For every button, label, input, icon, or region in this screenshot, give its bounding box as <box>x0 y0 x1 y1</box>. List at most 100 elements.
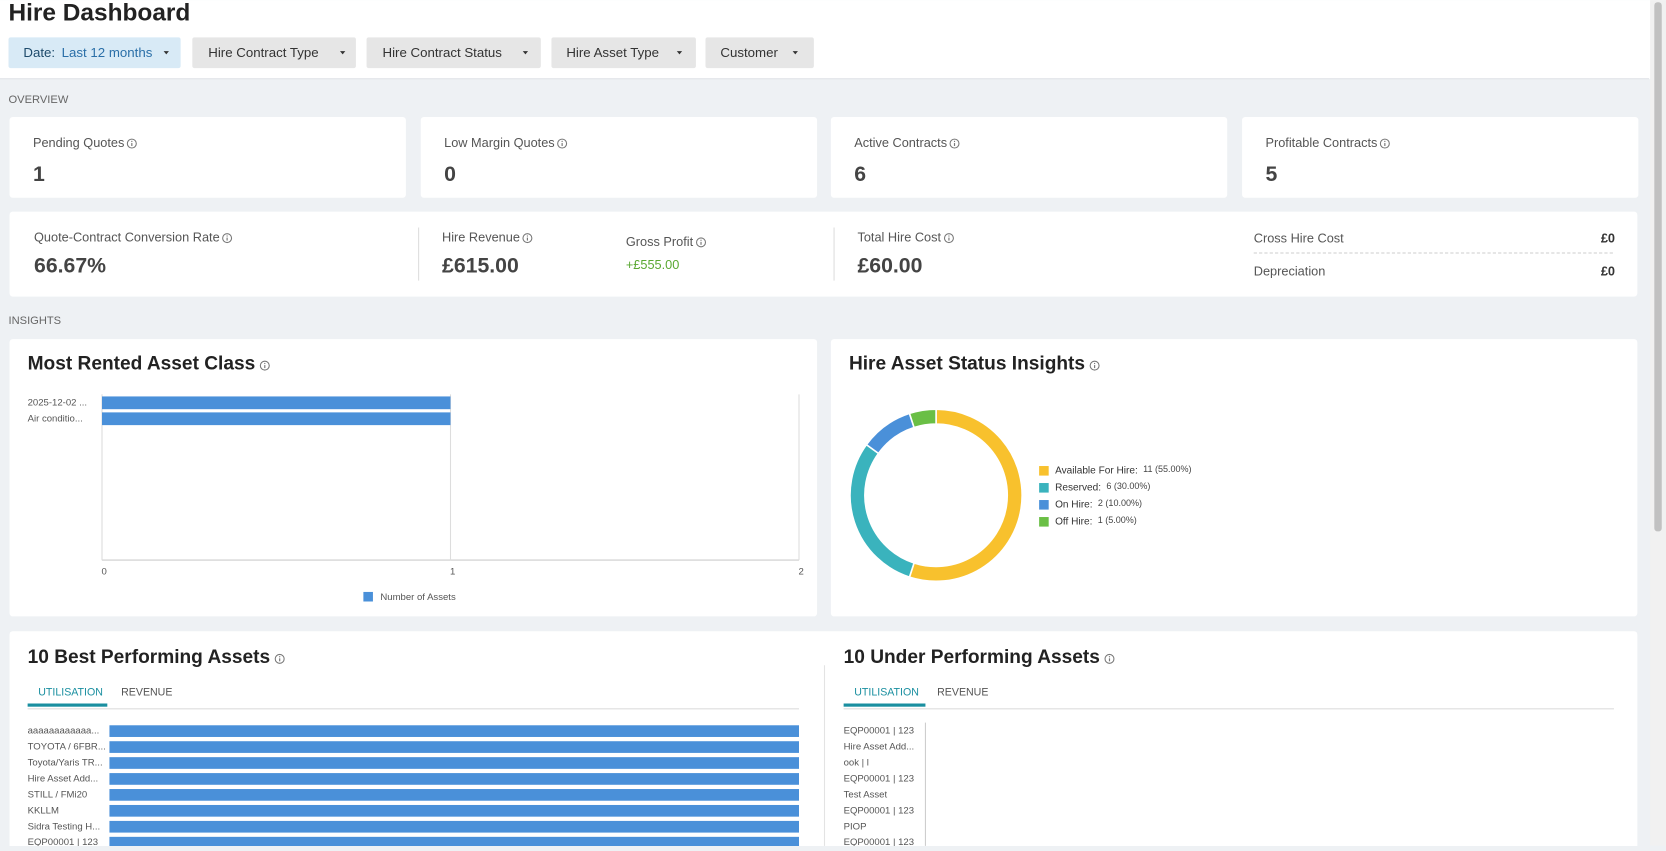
y-tick-label: EQP00001 | 123 <box>28 837 98 846</box>
info-icon <box>696 237 707 248</box>
metric-label: Quote-Contract Conversion Rate <box>34 230 220 245</box>
info-icon <box>557 138 568 149</box>
date-filter[interactable]: Date: Last 12 months <box>8 37 181 69</box>
y-tick-label: Sidra Testing H... <box>28 821 101 832</box>
info-icon-dot <box>700 239 702 241</box>
tab[interactable]: REVENUE <box>937 687 988 699</box>
info-icon-dot <box>279 656 281 658</box>
chart-title: Most Rented Asset Class <box>28 354 256 375</box>
info-icon <box>949 138 960 149</box>
date-value: Last 12 months <box>62 45 153 60</box>
cost-value: £0 <box>1601 264 1615 279</box>
x-tick-label: 1 <box>450 566 455 577</box>
bar <box>109 741 799 753</box>
bar <box>109 725 799 737</box>
data-label: 11 (55.00%) <box>1143 464 1191 474</box>
y-tick-label: TOYOTA / 6FBR... <box>28 742 106 753</box>
info-icon-dot <box>226 235 228 237</box>
info-icon-dot <box>1384 140 1386 143</box>
cost-label: Depreciation <box>1254 264 1326 279</box>
cost-value: £0 <box>1601 231 1615 246</box>
y-tick-label: EQP00001 | 123 <box>844 837 914 846</box>
chart-card <box>9 339 818 617</box>
bar <box>102 396 451 410</box>
info-icon-circle <box>522 233 533 244</box>
filter-button[interactable]: Customer <box>705 37 814 69</box>
legend-label: Number of Assets <box>380 592 456 603</box>
metric-label: Pending Quotes <box>33 135 124 150</box>
section-heading: INSIGHTS <box>9 315 62 327</box>
pie-slice <box>908 408 937 429</box>
cost-label: Cross Hire Cost <box>1254 231 1344 246</box>
y-tick-label: KKLLM <box>28 805 59 816</box>
metric-card <box>1242 117 1639 198</box>
info-icon <box>943 233 954 244</box>
filter-label: Hire Contract Type <box>208 45 318 60</box>
data-label: 6 (30.00%) <box>1106 481 1150 491</box>
legend-swatch <box>363 591 373 602</box>
y-tick-label: aaaaaaaaaaaa... <box>28 726 100 737</box>
info-icon-dot <box>526 235 529 237</box>
legend-label: Off Hire: <box>1055 516 1092 527</box>
y-tick-label: EQP00001 | 123 <box>844 805 914 816</box>
filter-label: Hire Asset Type <box>566 45 659 60</box>
metric-value: £615.00 <box>442 253 519 277</box>
legend-label: On Hire: <box>1055 499 1093 510</box>
info-icon <box>259 360 270 371</box>
bar <box>109 789 799 801</box>
legend-label: Available For Hire: <box>1055 465 1138 476</box>
metric-value: 6 <box>854 162 866 186</box>
info-icon-circle <box>126 138 137 149</box>
metric-label: Low Margin Quotes <box>444 135 555 150</box>
metric-label: Total Hire Cost <box>857 230 941 245</box>
data-label: 1 (5.00%) <box>1098 515 1137 525</box>
chart-title: Hire Asset Status Insights <box>849 354 1085 375</box>
y-tick-label: 2025-12-02 ... <box>28 397 87 408</box>
scrollbar-thumb[interactable] <box>1654 2 1662 532</box>
info-icon-circle <box>1104 653 1115 664</box>
legend-swatch <box>1039 483 1049 493</box>
filter-button[interactable]: Hire Contract Status <box>366 37 541 69</box>
y-tick-label: Test Asset <box>844 789 888 800</box>
page-title: Hire Dashboard <box>9 0 191 26</box>
bar <box>109 836 799 849</box>
section-heading: OVERVIEW <box>9 94 69 106</box>
info-icon <box>522 233 533 244</box>
legend-label: Reserved: <box>1055 482 1101 493</box>
info-icon-dot <box>948 235 950 237</box>
filter-label: Hire Contract Status <box>383 45 503 60</box>
metric-label: Hire Revenue <box>442 230 520 245</box>
info-icon-circle <box>1379 138 1390 149</box>
metric-value: 1 <box>33 162 45 186</box>
tab[interactable]: UTILISATION <box>854 687 919 699</box>
metric-value: £60.00 <box>857 253 922 277</box>
filter-button[interactable]: Hire Asset Type <box>551 37 696 69</box>
info-icon-circle <box>222 233 233 244</box>
bar <box>109 773 799 785</box>
y-tick-label: STILL / FMi20 <box>28 789 88 800</box>
filter-button[interactable]: Hire Contract Type <box>192 37 356 69</box>
y-tick-label: ook | l <box>844 758 869 769</box>
bar <box>109 820 799 833</box>
filter-label: Customer <box>720 45 778 60</box>
metric-value: +£555.00 <box>626 257 680 272</box>
info-icon-dot <box>264 362 266 365</box>
chart-card <box>830 339 1638 617</box>
y-tick-label: Air conditio... <box>28 413 83 424</box>
tab[interactable]: UTILISATION <box>38 687 103 699</box>
info-icon-dot <box>1108 656 1111 658</box>
data-label: 2 (10.00%) <box>1098 498 1142 508</box>
summary-card <box>9 211 1638 297</box>
metric-label: Gross Profit <box>626 234 694 249</box>
y-tick-label: Hire Asset Add... <box>28 773 99 784</box>
x-tick-label: 0 <box>101 566 106 577</box>
metric-card <box>420 117 818 198</box>
x-tick-label: 2 <box>798 566 803 577</box>
bar <box>109 804 799 817</box>
info-icon-circle <box>1089 360 1100 371</box>
info-icon-circle <box>274 653 285 664</box>
tab[interactable]: REVENUE <box>121 687 172 699</box>
chart-title: 10 Best Performing Assets <box>28 647 271 668</box>
